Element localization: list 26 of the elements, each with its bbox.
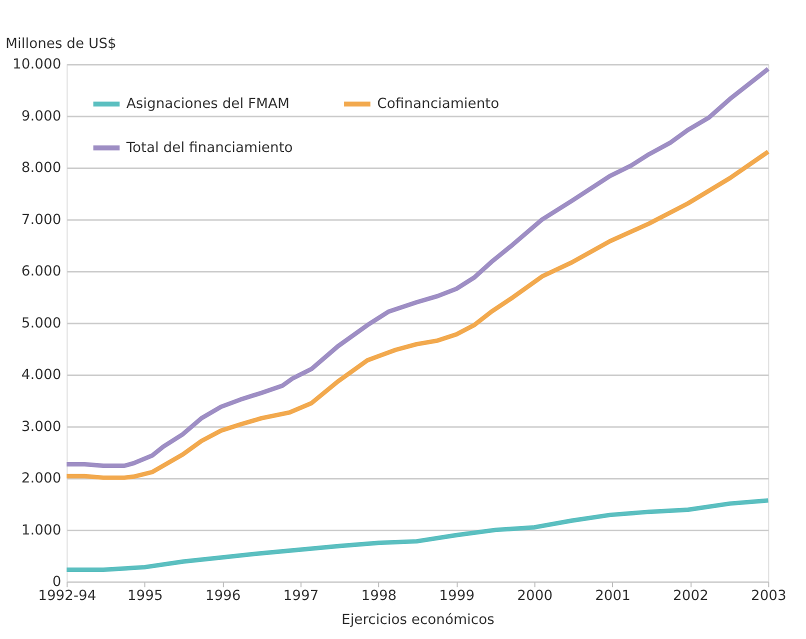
legend-label: Cofinanciamiento (377, 96, 500, 112)
x-tick-label: 1998 (361, 588, 397, 604)
y-tick-label: 10.000 (12, 56, 62, 73)
y-tick-label: 7.000 (21, 212, 62, 228)
x-tick-label: 1995 (127, 588, 163, 604)
y-tick-label: 5.000 (21, 315, 62, 332)
y-tick-label: 2.000 (21, 470, 62, 487)
y-tick-label: 1.000 (21, 522, 62, 538)
y-tick-label: 9.000 (21, 108, 62, 124)
y-axis-title: Millones de US$ (5, 36, 116, 52)
y-tick-label: 4.000 (21, 367, 62, 384)
y-tick-label: 8.000 (21, 160, 62, 176)
x-axis-title: Ejercicios económicos (342, 612, 494, 628)
y-tick-label: 0 (52, 574, 62, 590)
legend-label: Total del financiamiento (125, 140, 293, 156)
x-tick-label: 2002 (673, 588, 708, 604)
x-tick-label: 2003 (750, 588, 786, 604)
x-tick-label: 2000 (517, 588, 553, 604)
x-tick-label: 1999 (439, 588, 475, 604)
x-tick-label: 1992-94 (38, 588, 96, 604)
x-tick-label: 1996 (205, 588, 241, 604)
x-tick-label: 1997 (283, 588, 319, 604)
legend-label: Asignaciones del FMAM (126, 96, 290, 112)
y-tick-label: 3.000 (21, 418, 62, 435)
x-tick-label: 2001 (595, 588, 631, 604)
y-tick-label: 6.000 (21, 264, 62, 280)
